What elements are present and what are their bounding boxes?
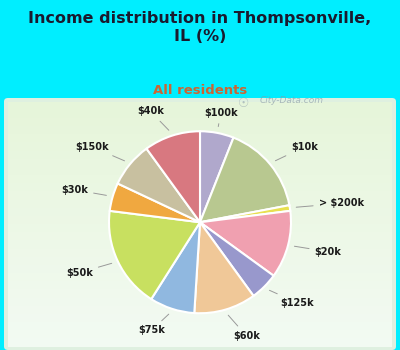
Wedge shape <box>110 183 200 222</box>
Text: $150k: $150k <box>75 142 124 161</box>
Text: $50k: $50k <box>66 263 112 278</box>
Bar <box>8 224 392 232</box>
Bar <box>8 265 392 273</box>
Bar <box>8 281 392 289</box>
Text: > $200k: > $200k <box>296 198 364 209</box>
Text: $40k: $40k <box>137 106 169 130</box>
Bar <box>8 322 392 330</box>
Text: All residents: All residents <box>153 84 247 97</box>
FancyBboxPatch shape <box>4 98 396 350</box>
Bar <box>8 314 392 322</box>
Wedge shape <box>200 211 291 276</box>
Text: ☉: ☉ <box>238 97 250 110</box>
Wedge shape <box>200 205 290 222</box>
Wedge shape <box>146 131 200 222</box>
Wedge shape <box>200 138 289 222</box>
Text: $75k: $75k <box>138 314 169 335</box>
Bar <box>8 150 392 159</box>
Wedge shape <box>118 149 200 222</box>
Bar <box>8 216 392 224</box>
Bar <box>8 298 392 306</box>
Bar <box>8 338 392 346</box>
Bar <box>8 208 392 216</box>
Bar <box>8 330 392 338</box>
Text: Income distribution in Thompsonville,
IL (%): Income distribution in Thompsonville, IL… <box>28 10 372 44</box>
Wedge shape <box>200 131 234 222</box>
Bar <box>8 142 392 150</box>
Bar <box>8 118 392 126</box>
Bar <box>8 248 392 257</box>
Text: $30k: $30k <box>61 185 106 195</box>
Bar <box>8 102 392 110</box>
Wedge shape <box>200 222 274 296</box>
Bar <box>8 273 392 281</box>
Text: City-Data.com: City-Data.com <box>260 96 324 105</box>
Bar <box>8 289 392 298</box>
Bar <box>8 232 392 240</box>
Text: $10k: $10k <box>276 142 318 161</box>
Bar <box>8 134 392 142</box>
Bar <box>8 257 392 265</box>
Bar <box>8 126 392 134</box>
Text: $125k: $125k <box>270 290 314 308</box>
Bar <box>8 240 392 248</box>
Bar <box>8 183 392 191</box>
Wedge shape <box>194 222 254 313</box>
Wedge shape <box>109 211 200 299</box>
Text: $60k: $60k <box>228 315 260 341</box>
Bar <box>8 191 392 200</box>
Bar <box>8 110 392 118</box>
Bar <box>8 159 392 167</box>
Text: $100k: $100k <box>204 108 238 127</box>
Bar <box>8 199 392 208</box>
Text: $20k: $20k <box>294 246 342 257</box>
Bar <box>8 167 392 175</box>
Bar <box>8 306 392 314</box>
Bar <box>8 175 392 183</box>
Wedge shape <box>151 222 200 313</box>
